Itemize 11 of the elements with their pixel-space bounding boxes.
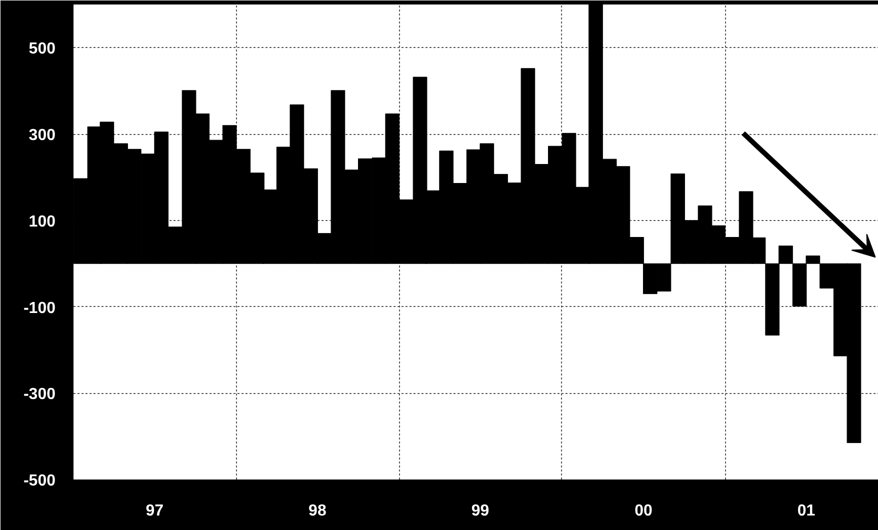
x-tick-label: 01 bbox=[797, 502, 816, 520]
x-tick-label: 98 bbox=[308, 502, 326, 520]
y-tick-label: 300 bbox=[28, 127, 56, 144]
x-tick-label: 97 bbox=[146, 502, 164, 520]
y-tick-label: -300 bbox=[23, 386, 56, 404]
y-tick-label: -500 bbox=[23, 472, 56, 490]
y-tick-label: 500 bbox=[28, 40, 56, 58]
x-tick-label: 99 bbox=[471, 502, 490, 520]
x-tick-label: 00 bbox=[634, 502, 652, 520]
y-tick-label: -100 bbox=[23, 300, 56, 317]
y-tick-label: 100 bbox=[28, 213, 56, 230]
